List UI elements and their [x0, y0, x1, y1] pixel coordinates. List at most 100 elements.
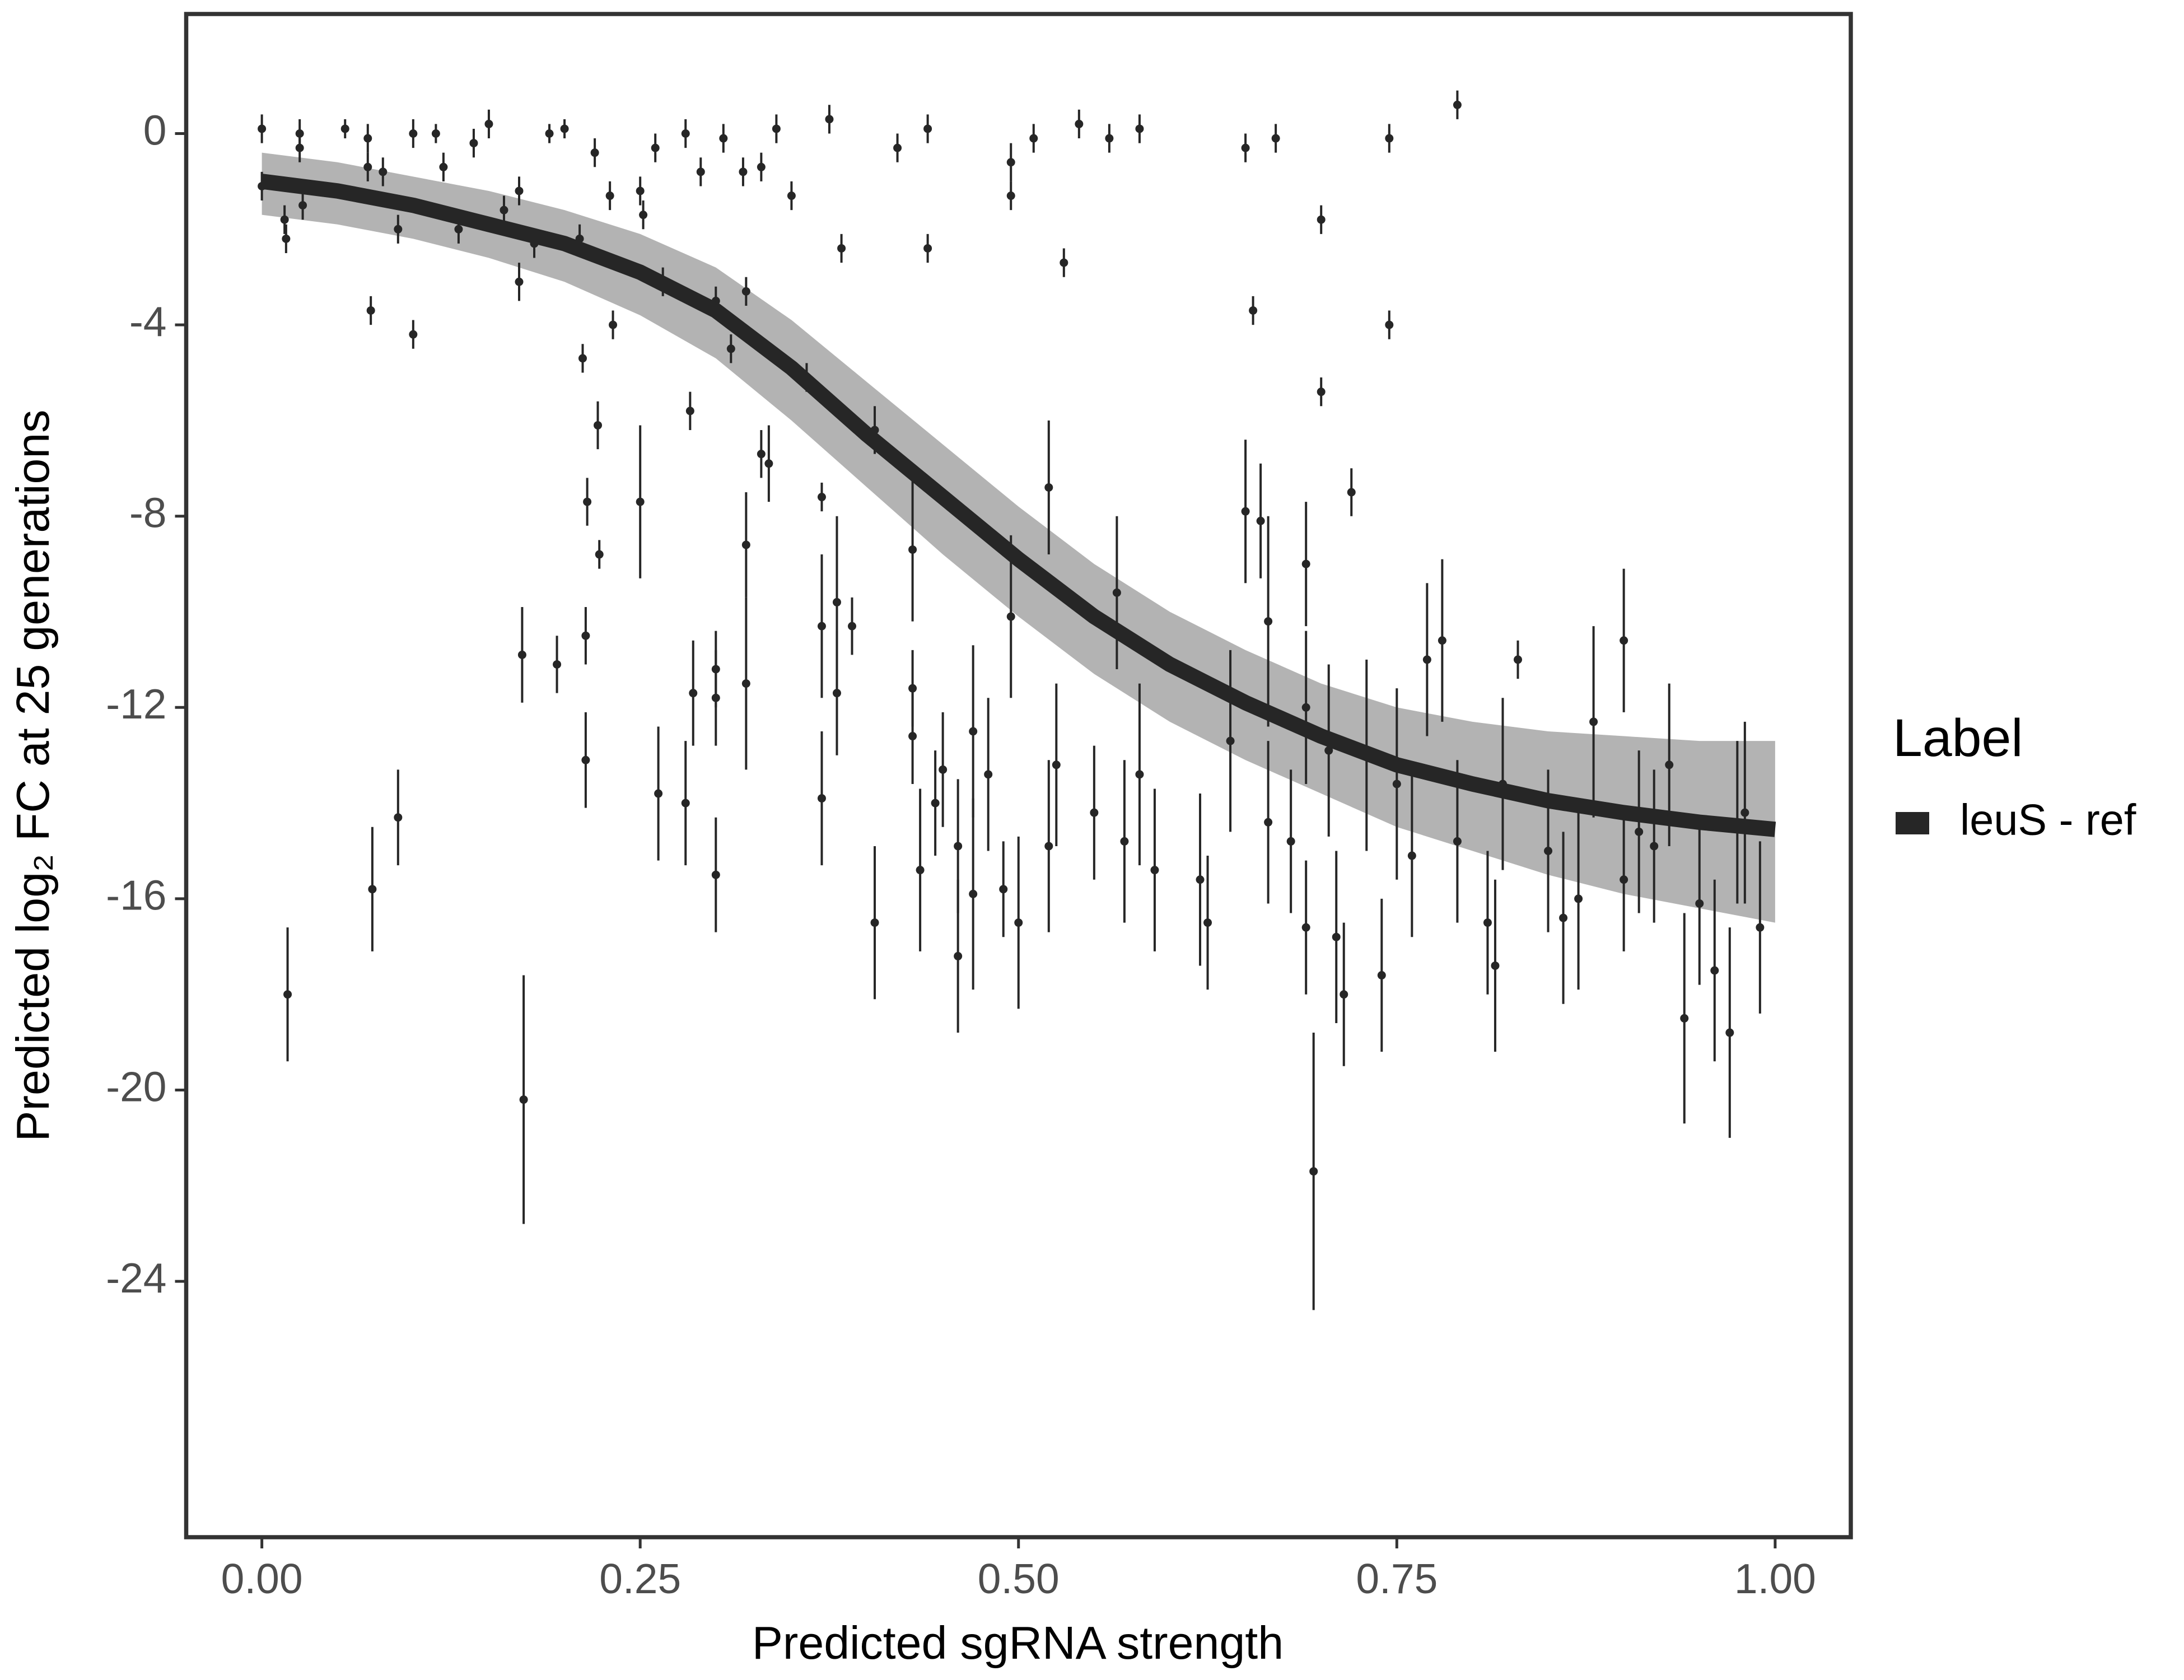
point [1090, 808, 1099, 817]
point [984, 770, 993, 779]
point [711, 870, 720, 879]
point [893, 143, 902, 152]
point [689, 689, 698, 698]
point [363, 134, 372, 143]
point [595, 550, 604, 559]
legend-title: Label [1893, 708, 2023, 768]
point [817, 493, 826, 502]
point [651, 143, 660, 152]
point [1112, 588, 1121, 597]
point [711, 665, 720, 674]
point [636, 497, 645, 506]
point [515, 277, 524, 286]
point [1332, 932, 1341, 941]
point [1650, 842, 1659, 851]
point [1710, 966, 1719, 975]
point [741, 679, 750, 688]
point [1264, 617, 1273, 626]
point [1264, 818, 1273, 827]
point [1453, 100, 1462, 109]
point [1544, 847, 1553, 856]
point [1574, 894, 1583, 903]
point [832, 598, 841, 606]
point [685, 407, 694, 416]
point [1422, 655, 1431, 664]
point [1483, 918, 1492, 927]
point [545, 129, 554, 138]
point [1740, 808, 1749, 817]
point [1014, 918, 1023, 927]
point [439, 162, 448, 171]
x-tick-label: 1.00 [1734, 1555, 1816, 1602]
point [409, 129, 418, 138]
point [1725, 1028, 1734, 1037]
point [954, 951, 963, 960]
point [931, 799, 940, 808]
y-tick-label: 0 [143, 106, 167, 153]
point [696, 167, 705, 176]
y-tick-label: -8 [129, 489, 167, 536]
point [817, 622, 826, 631]
point [1256, 516, 1265, 525]
point [741, 287, 750, 296]
point [719, 134, 728, 143]
point [908, 732, 917, 741]
fit-line [260, 174, 1776, 837]
point [1756, 923, 1765, 932]
point [394, 813, 403, 822]
plot-border [184, 12, 1853, 1539]
point [726, 344, 735, 353]
point [1635, 827, 1644, 836]
point [681, 799, 690, 808]
point [1226, 736, 1235, 745]
point [916, 866, 925, 875]
point [757, 450, 766, 459]
point [825, 115, 834, 124]
point [787, 192, 796, 200]
point [1514, 655, 1522, 664]
point [741, 540, 750, 549]
point [340, 124, 349, 133]
point [1006, 612, 1015, 621]
point [298, 201, 307, 210]
point [1407, 851, 1416, 860]
point [1029, 134, 1038, 143]
point [484, 119, 493, 128]
point [1491, 961, 1500, 970]
x-tick-label: 0.25 [599, 1555, 681, 1602]
point [1665, 760, 1674, 769]
point [366, 306, 375, 315]
point [1150, 866, 1159, 875]
point [1241, 143, 1250, 152]
y-tick-label: -20 [106, 1063, 166, 1110]
point [1309, 1167, 1318, 1176]
point [654, 789, 663, 798]
point [764, 459, 773, 468]
point [1695, 899, 1704, 908]
point [517, 650, 526, 659]
point [1271, 134, 1280, 143]
point [454, 225, 463, 234]
point [394, 225, 403, 234]
point [1120, 837, 1129, 846]
point [757, 162, 766, 171]
point [681, 129, 690, 138]
point [639, 211, 648, 220]
point [1044, 842, 1053, 851]
point [969, 727, 978, 736]
point [1453, 837, 1462, 846]
point [1392, 780, 1401, 788]
x-axis-title: Predicted sgRNA strength [752, 1617, 1284, 1669]
point [363, 162, 372, 171]
point [1589, 717, 1598, 726]
point [1301, 559, 1310, 568]
point [923, 124, 932, 133]
point [1075, 119, 1084, 128]
point [1317, 388, 1326, 396]
point [578, 354, 587, 363]
point [772, 124, 781, 133]
point [583, 497, 592, 506]
x-tick-label: 0.00 [221, 1555, 303, 1602]
point [1135, 770, 1144, 779]
point [280, 215, 289, 224]
